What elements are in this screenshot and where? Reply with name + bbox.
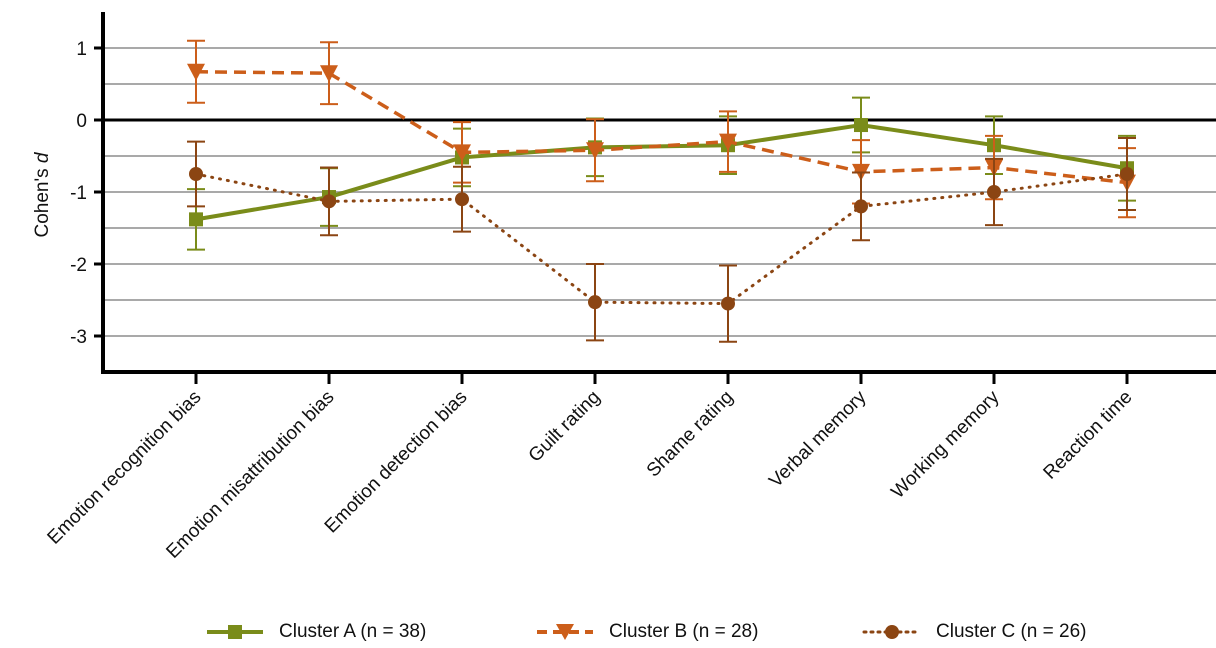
x-tick-label-guilt-rating: Guilt rating [525,387,605,467]
y-axis-title-text: Cohen's [32,168,53,237]
series-cluster-c-point [987,185,1001,199]
series-cluster-c [187,137,1136,343]
series-cluster-c-point [588,295,602,310]
legend: Cluster A (n = 38) Cluster B (n = 28) Cl… [0,616,1216,648]
x-tick-label-working-memory: Working memory [887,386,1003,502]
y-tick-label: -2 [70,255,87,276]
x-tick-label-emotion-recognition-bias: Emotion recognition bias [44,387,206,549]
series-group [187,39,1136,343]
x-tick-label-verbal-memory: Verbal memory [765,386,871,492]
series-cluster-c-point [455,192,469,207]
series-cluster-c-point [721,296,735,311]
legend-swatch-cluster-a [207,625,263,639]
series-cluster-b-point [320,65,338,83]
y-tick-label: -1 [70,183,87,204]
series-cluster-a-point [189,212,203,227]
series-cluster-b-point [719,133,737,151]
legend-item-cluster-c: Cluster C (n = 26) [862,616,1086,648]
series-cluster-c-line [194,172,1129,306]
line-chart: 10-1-2-3 Emotion recognition biasEmotion… [32,12,1216,563]
x-tick-label-emotion-detection-bias: Emotion detection bias [321,387,472,538]
legend-swatch-cluster-b [537,624,593,640]
legend-swatch-cluster-c [862,625,922,639]
series-cluster-b-point [187,63,205,81]
grid-lines [103,47,1216,337]
series-cluster-a-point [854,118,868,133]
y-tick-label: 1 [76,39,87,60]
series-cluster-b-point [453,144,471,162]
series-cluster-b-point [586,142,604,160]
series-cluster-b-line [195,70,1128,185]
y-tick-label: -3 [70,327,87,348]
y-axis-title: Cohen's d [32,151,53,237]
series-cluster-c-point [1120,167,1134,181]
x-tick-label-reaction-time: Reaction time [1040,387,1137,484]
y-axis-title-italic: d [32,151,53,163]
series-cluster-c-point [189,167,203,181]
legend-item-cluster-b: Cluster B (n = 28) [535,616,758,648]
legend-label-cluster-c: Cluster C (n = 26) [936,621,1087,642]
legend-label-cluster-b: Cluster B (n = 28) [609,621,759,642]
y-tick-label: 0 [76,111,87,132]
y-axis-ticks: 1 0 -1 -2 -3 [70,39,103,348]
legend-item-cluster-a: Cluster A (n = 38) [205,616,426,648]
x-tick-label-shame-rating: Shame rating [643,387,738,482]
series-cluster-c-point [854,199,868,214]
legend-label-cluster-a: Cluster A (n = 38) [279,621,427,642]
series-cluster-a-line [195,123,1128,222]
series-cluster-c-point [322,194,336,209]
